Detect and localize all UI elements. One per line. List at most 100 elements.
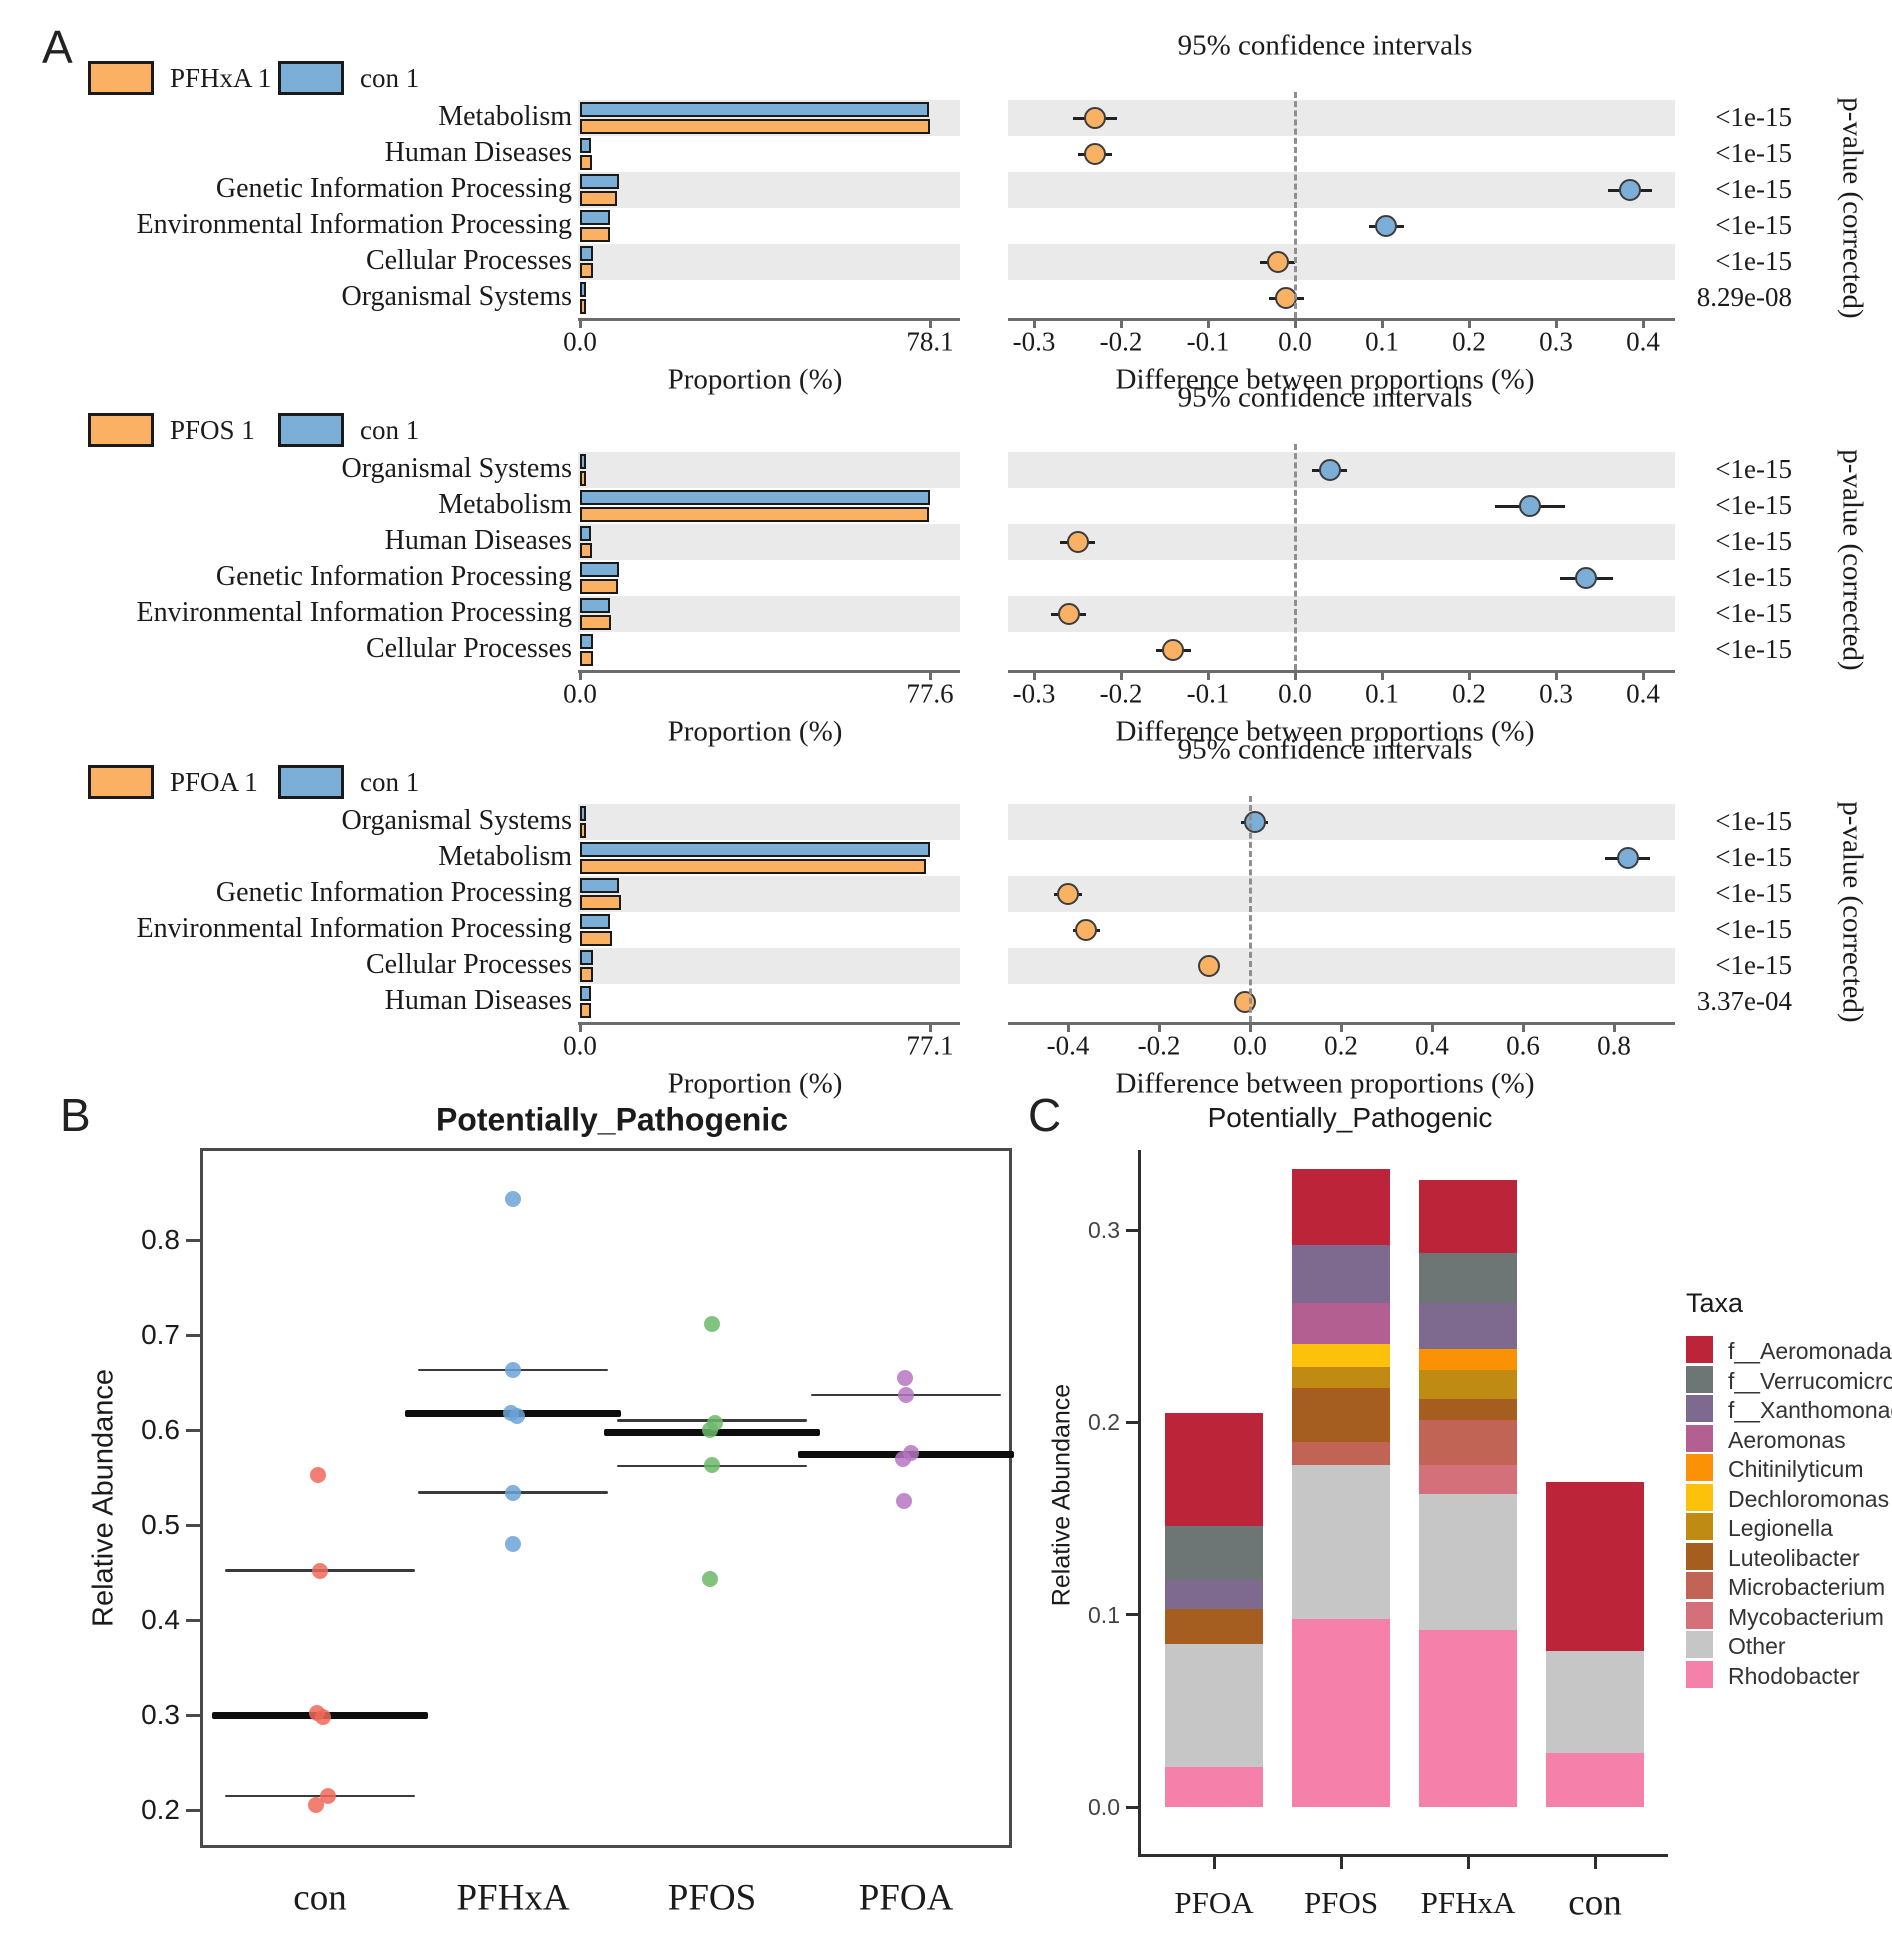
stack-segment-f__Verrucomicrobiaceae xyxy=(1165,1526,1263,1581)
difference-axis-tick xyxy=(1293,670,1297,680)
p-value-label: <1e-15 xyxy=(1715,842,1792,872)
diff-dot xyxy=(1066,531,1089,553)
proportion-bar-treatment xyxy=(580,155,593,170)
taxa-legend-swatch xyxy=(1686,1542,1713,1570)
difference-tick-label: 0.6 xyxy=(1506,1030,1540,1061)
stack-segment-f__Aeromonadaceae xyxy=(1292,1168,1390,1246)
difference-tick-label: 0.0 xyxy=(1233,1030,1267,1061)
row-stripe xyxy=(578,596,960,632)
proportion-bar-treatment xyxy=(580,227,610,242)
legend-label-control: con 1 xyxy=(360,767,420,797)
stack-segment-Other xyxy=(1165,1643,1263,1767)
proportion-bar-control xyxy=(580,454,587,469)
stacked-ytick-mark xyxy=(1126,1613,1138,1617)
difference-tick-label: 0.4 xyxy=(1626,326,1660,357)
difference-tick-label: 0.8 xyxy=(1597,1030,1631,1061)
strip-ytick-label: 0.3 xyxy=(141,1699,180,1730)
proportion-bar-control xyxy=(580,174,619,189)
legend-label-treatment: PFOS 1 xyxy=(170,415,255,445)
stack-segment-Luteolibacter xyxy=(1419,1399,1517,1421)
p-value-label: <1e-15 xyxy=(1715,490,1792,520)
data-point xyxy=(704,1457,720,1474)
proportion-bar-control xyxy=(580,282,586,297)
proportion-bar-treatment xyxy=(580,615,612,630)
data-point xyxy=(310,1466,326,1483)
strip-xtick-label: PFOS xyxy=(667,1877,757,1919)
difference-axis-tick xyxy=(1339,1022,1343,1032)
difference-axis-tick xyxy=(1119,670,1123,680)
taxa-legend-label: Luteolibacter xyxy=(1728,1544,1860,1571)
category-label: Organismal Systems xyxy=(341,281,572,312)
proportion-bar-treatment xyxy=(580,651,594,666)
strip-xtick-label: PFHxA xyxy=(456,1877,570,1919)
strip-ytick-mark xyxy=(186,1238,200,1242)
taxa-legend-swatch xyxy=(1686,1395,1713,1422)
category-label: Environmental Information Processing xyxy=(136,597,572,628)
strip-ytick-label: 0.4 xyxy=(141,1604,180,1635)
stack-segment-f__Xanthomonadaceae xyxy=(1292,1245,1390,1304)
taxa-legend-swatch xyxy=(1686,1454,1713,1481)
stacked-xtick-label: con xyxy=(1568,1882,1622,1924)
p-value-label: <1e-15 xyxy=(1715,950,1792,980)
p-value-label: 3.37e-04 xyxy=(1696,986,1792,1016)
proportion-bar-treatment xyxy=(580,263,593,278)
stack-segment-f__Xanthomonadaceae xyxy=(1165,1580,1263,1609)
difference-axis-tick xyxy=(1521,1022,1525,1032)
taxa-legend-label: Chitinilyticum xyxy=(1728,1456,1864,1482)
panel-a-label: A xyxy=(42,21,73,73)
difference-tick-label: 0.1 xyxy=(1365,326,1399,357)
difference-xlabel: Difference between proportions (%) xyxy=(1115,363,1535,396)
p-value-label: <1e-15 xyxy=(1715,634,1792,664)
stack-segment-Microbacterium xyxy=(1419,1420,1517,1465)
strip-ytick-mark xyxy=(186,1333,200,1337)
diff-dot xyxy=(1083,107,1106,129)
difference-axis-tick xyxy=(1380,318,1384,328)
stacked-xtick-mark xyxy=(1466,1857,1470,1869)
difference-tick-label: 0.4 xyxy=(1626,678,1660,709)
proportion-tick-label: 0.0 xyxy=(563,1030,597,1061)
stack-segment-Other xyxy=(1292,1464,1390,1619)
proportion-tick-label: 0.0 xyxy=(563,678,597,709)
proportion-axis-tick xyxy=(578,318,582,328)
diff-dot xyxy=(1057,603,1080,625)
difference-axis-tick xyxy=(1380,670,1384,680)
p-value-label: <1e-15 xyxy=(1715,806,1792,836)
stack-segment-Dechloromonas xyxy=(1292,1343,1390,1367)
stack-segment-Rhodobacter xyxy=(1546,1753,1644,1807)
proportion-bar-treatment xyxy=(580,823,587,838)
p-value-label: <1e-15 xyxy=(1715,598,1792,628)
taxa-legend-label: Dechloromonas xyxy=(1728,1485,1890,1512)
data-point xyxy=(315,1708,331,1725)
strip-ylabel: Relative Abundance xyxy=(87,1369,120,1627)
difference-tick-label: 0.1 xyxy=(1365,678,1399,709)
difference-tick-label: 0.0 xyxy=(1278,678,1312,709)
proportion-bar-control xyxy=(580,634,593,649)
data-point xyxy=(896,1493,912,1510)
taxa-legend-label: f__Aeromonadaceae xyxy=(1728,1338,1892,1364)
proportion-axis-tick xyxy=(928,318,932,328)
taxa-legend-swatch xyxy=(1686,1483,1713,1511)
row-stripe xyxy=(1008,244,1675,280)
legend-label-treatment: PFHxA 1 xyxy=(170,63,272,93)
taxa-legend-label: Legionella xyxy=(1728,1515,1833,1541)
proportion-bar-treatment xyxy=(580,931,613,946)
taxa-legend-swatch xyxy=(1686,1631,1713,1658)
taxa-legend-swatch xyxy=(1686,1660,1713,1688)
p-value-label: <1e-15 xyxy=(1715,246,1792,276)
taxa-legend-title: Taxa xyxy=(1686,1288,1744,1318)
stack-segment-Microbacterium xyxy=(1292,1441,1390,1465)
data-point xyxy=(509,1407,525,1424)
row-stripe xyxy=(1008,524,1675,560)
taxa-legend-label: f__Xanthomonadaceae xyxy=(1728,1397,1892,1423)
diff-dot xyxy=(1083,143,1106,165)
taxa-legend-label: Rhodobacter xyxy=(1728,1662,1860,1689)
category-label: Genetic Information Processing xyxy=(215,173,572,204)
diff-dot xyxy=(1618,179,1641,201)
stack-segment-Other xyxy=(1546,1651,1644,1754)
row-stripe xyxy=(578,452,960,488)
category-label: Cellular Processes xyxy=(365,245,572,276)
diff-dot xyxy=(1075,919,1098,941)
stacked-xtick-mark xyxy=(1593,1857,1597,1869)
strip-ytick-mark xyxy=(186,1808,200,1812)
taxa-legend-swatch xyxy=(1686,1336,1713,1363)
